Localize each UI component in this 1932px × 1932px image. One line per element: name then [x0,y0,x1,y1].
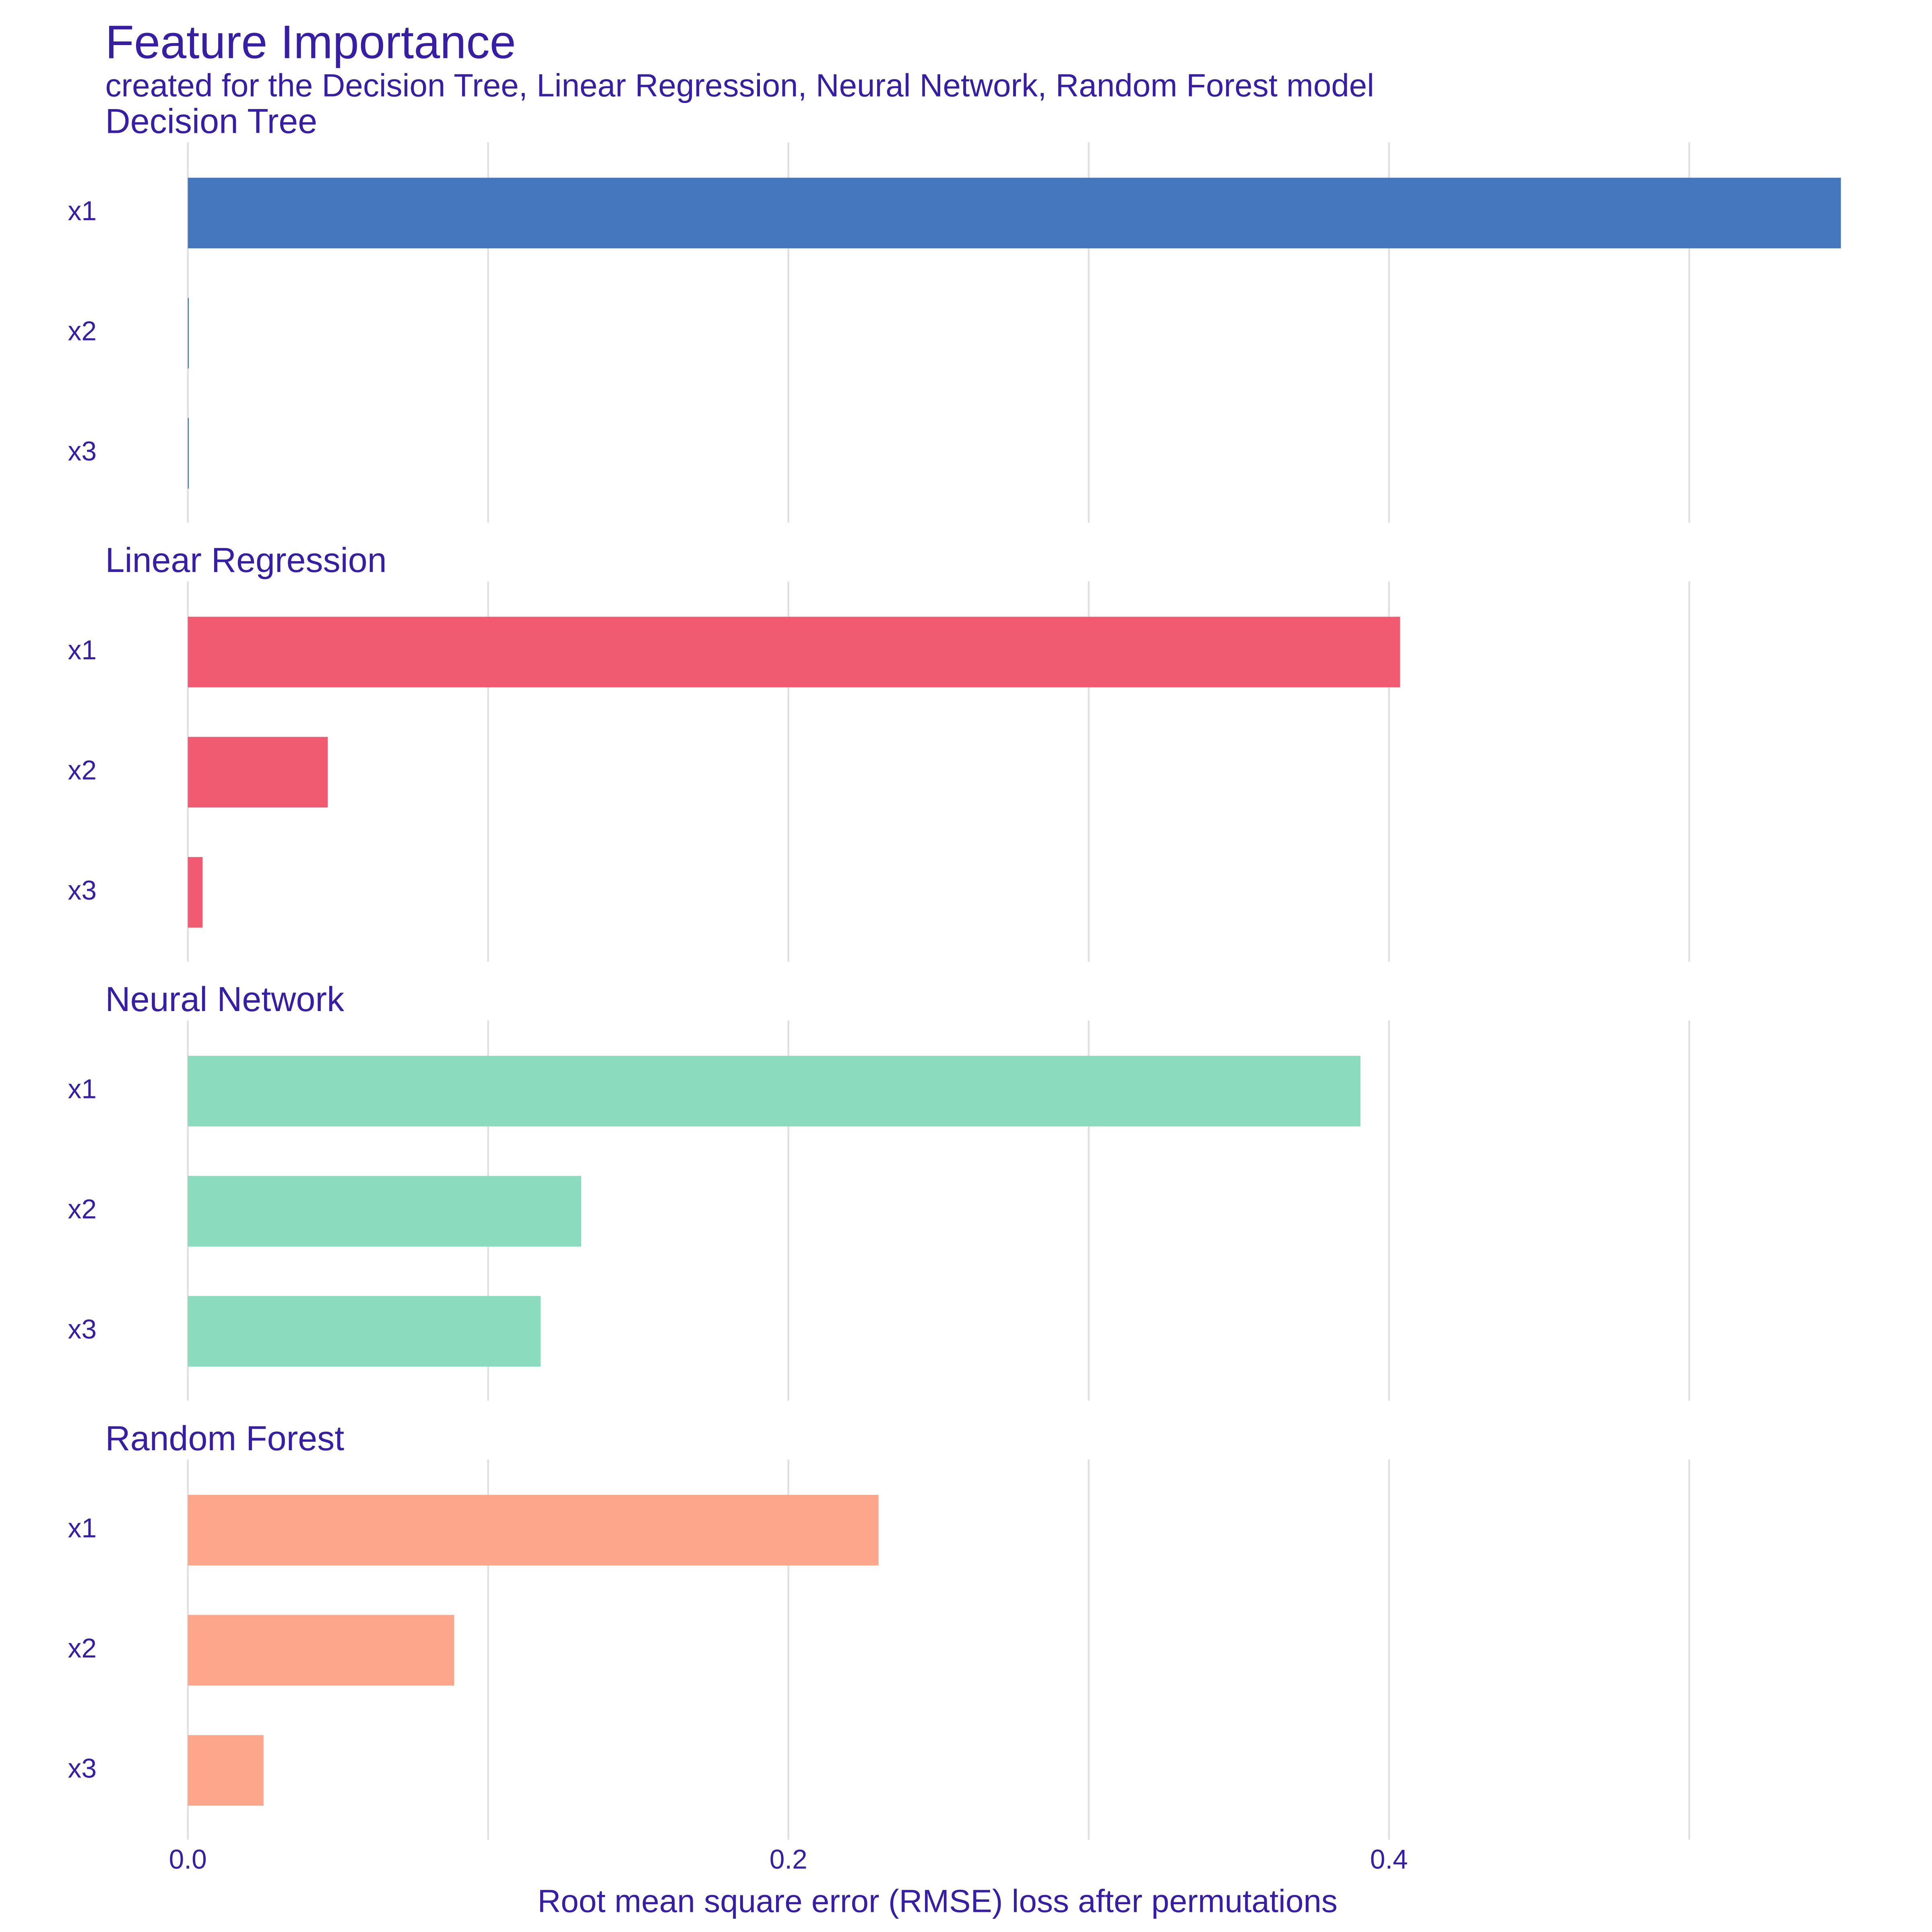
y-tick-label: x1 [68,635,97,665]
bar [188,178,1841,248]
panel-title: Neural Network [105,980,345,1019]
y-tick-label: x1 [68,196,97,226]
y-tick-label: x2 [68,1633,97,1664]
y-tick-label: x3 [68,875,97,906]
x-tick-label: 0.0 [169,1844,207,1874]
chart-subtitle: created for the Decision Tree, Linear Re… [105,68,1375,103]
y-tick-label: x2 [68,1194,97,1224]
y-tick-label: x2 [68,755,97,785]
panel-title: Decision Tree [105,102,318,140]
bar [188,1735,264,1806]
panel-title: Random Forest [105,1419,345,1458]
chart-title: Feature Importance [105,16,516,68]
bar [188,1296,541,1367]
y-tick-label: x1 [68,1513,97,1543]
y-tick-label: x1 [68,1074,97,1104]
y-tick-label: x3 [68,1315,97,1345]
bar [188,1494,879,1566]
bar [188,1176,582,1247]
bar [188,1615,454,1686]
x-tick-label: 0.4 [1370,1844,1408,1874]
x-axis-label: Root mean square error (RMSE) loss after… [538,1883,1338,1919]
x-tick-label: 0.2 [770,1844,807,1874]
y-tick-label: x3 [68,436,97,466]
bar [188,1056,1361,1127]
bar [188,857,203,928]
panel-title: Linear Regression [105,541,387,580]
bar [188,298,189,369]
bar [188,418,189,489]
bar [188,617,1400,687]
y-tick-label: x3 [68,1753,97,1783]
bar [188,737,328,808]
y-tick-label: x2 [68,316,97,347]
